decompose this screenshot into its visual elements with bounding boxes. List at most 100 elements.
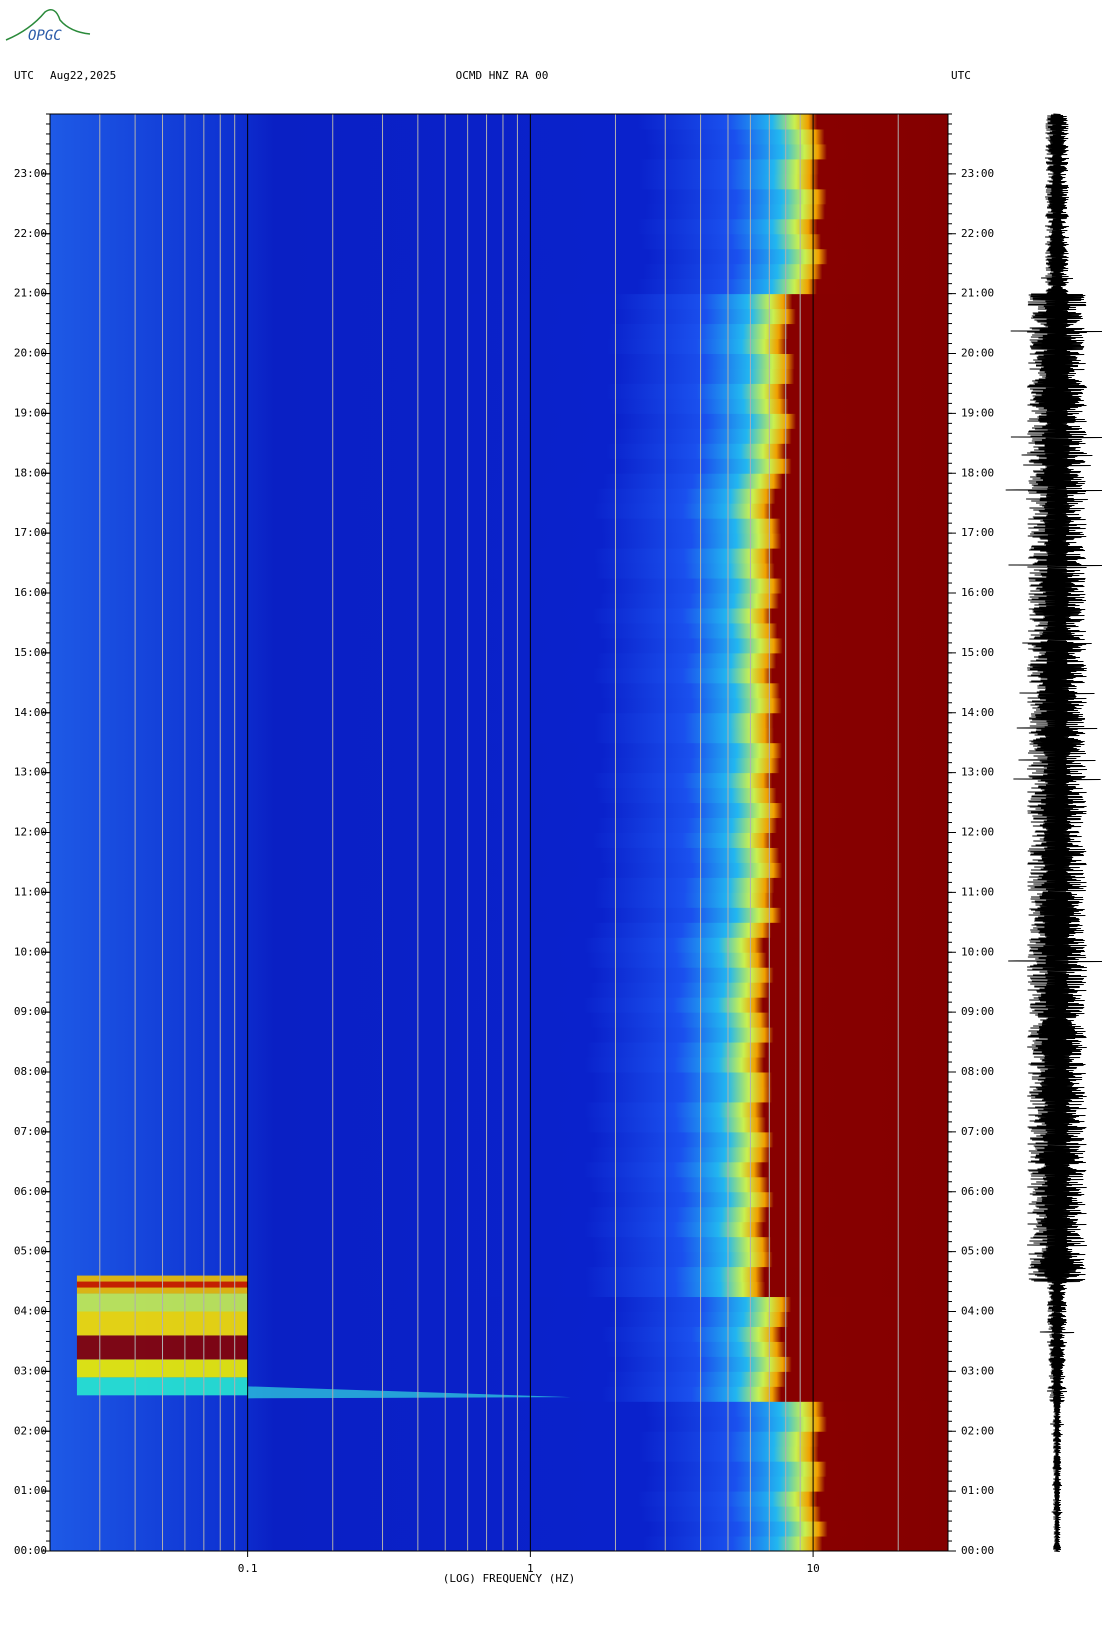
y-tick-label: 17:00	[14, 526, 47, 539]
y-tick-label-right: 22:00	[961, 227, 994, 240]
y-tick-label-right: 17:00	[961, 526, 994, 539]
band	[50, 1161, 948, 1178]
y-tick-label-right: 19:00	[961, 406, 994, 419]
band	[50, 667, 948, 684]
band	[50, 742, 948, 759]
logo-text: OPGC	[28, 28, 62, 44]
band	[50, 578, 948, 594]
y-tick-label: 15:00	[14, 646, 47, 659]
band	[50, 1476, 948, 1492]
band	[50, 1326, 948, 1342]
band	[50, 1027, 948, 1043]
band	[50, 832, 948, 848]
date: Aug22,2025	[50, 69, 116, 82]
y-tick-label: 12:00	[14, 826, 47, 839]
band	[50, 682, 948, 699]
band	[50, 787, 948, 804]
band	[50, 1356, 948, 1372]
y-tick-label-right: 23:00	[961, 167, 994, 180]
band	[50, 1506, 948, 1522]
band	[50, 1176, 948, 1193]
band	[50, 1012, 948, 1028]
band	[50, 697, 948, 714]
band	[50, 1281, 948, 1298]
band	[50, 1401, 948, 1417]
y-tick-label-right: 12:00	[961, 826, 994, 839]
y-tick-label-right: 03:00	[961, 1364, 994, 1377]
band	[50, 413, 948, 429]
y-tick-label: 11:00	[14, 885, 47, 898]
band	[50, 1431, 948, 1447]
band	[50, 473, 948, 489]
band	[50, 1072, 948, 1088]
y-tick-label: 09:00	[14, 1005, 47, 1018]
y-tick-label-right: 06:00	[961, 1185, 994, 1198]
band	[50, 353, 948, 369]
band	[50, 652, 948, 669]
band	[50, 1491, 948, 1507]
y-tick-label: 14:00	[14, 706, 47, 719]
band	[50, 173, 948, 190]
y-tick-label: 01:00	[14, 1484, 47, 1497]
x-tick-label: 10	[806, 1562, 819, 1575]
band	[50, 443, 948, 459]
band	[50, 1206, 948, 1223]
band	[50, 1221, 948, 1238]
band	[50, 428, 948, 444]
y-tick-label-right: 09:00	[961, 1005, 994, 1018]
left-label: UTC	[14, 69, 34, 82]
y-tick-label-right: 01:00	[961, 1484, 994, 1497]
y-tick-label-right: 14:00	[961, 706, 994, 719]
band	[50, 218, 948, 235]
band	[50, 128, 948, 145]
y-tick-label-right: 10:00	[961, 945, 994, 958]
band	[50, 338, 948, 354]
band	[50, 937, 948, 953]
band	[50, 188, 948, 205]
band	[50, 263, 948, 280]
band	[50, 1461, 948, 1477]
band	[50, 997, 948, 1013]
y-tick-label: 06:00	[14, 1185, 47, 1198]
band	[50, 892, 948, 908]
y-tick-label: 10:00	[14, 945, 47, 958]
band	[50, 143, 948, 160]
band	[50, 1146, 948, 1163]
band	[50, 548, 948, 564]
y-tick-label-right: 00:00	[961, 1544, 994, 1557]
band	[50, 323, 948, 340]
band	[50, 967, 948, 983]
band	[50, 637, 948, 654]
band	[50, 772, 948, 789]
band	[50, 533, 948, 549]
band	[50, 712, 948, 729]
band	[50, 503, 948, 519]
band	[50, 1086, 948, 1103]
y-tick-label: 16:00	[14, 586, 47, 599]
band	[50, 622, 948, 639]
band	[50, 458, 948, 474]
y-tick-label-right: 20:00	[961, 347, 994, 360]
station: OCMD HNZ RA 00	[456, 69, 549, 82]
band	[50, 593, 948, 609]
band	[50, 563, 948, 579]
band	[50, 727, 948, 744]
band	[50, 862, 948, 878]
y-tick-label-right: 07:00	[961, 1125, 994, 1138]
band	[50, 1057, 948, 1073]
band	[50, 817, 948, 833]
y-tick-label: 00:00	[14, 1544, 47, 1557]
band	[50, 203, 948, 220]
band	[50, 1101, 948, 1118]
band	[50, 488, 948, 504]
band	[50, 1236, 948, 1253]
y-tick-label-right: 16:00	[961, 586, 994, 599]
band	[50, 248, 948, 265]
y-tick-label: 18:00	[14, 466, 47, 479]
band	[50, 982, 948, 998]
logo: OPGC	[5, 9, 91, 44]
band	[50, 293, 948, 310]
band	[50, 1446, 948, 1462]
band	[50, 1416, 948, 1432]
band	[50, 1341, 948, 1357]
